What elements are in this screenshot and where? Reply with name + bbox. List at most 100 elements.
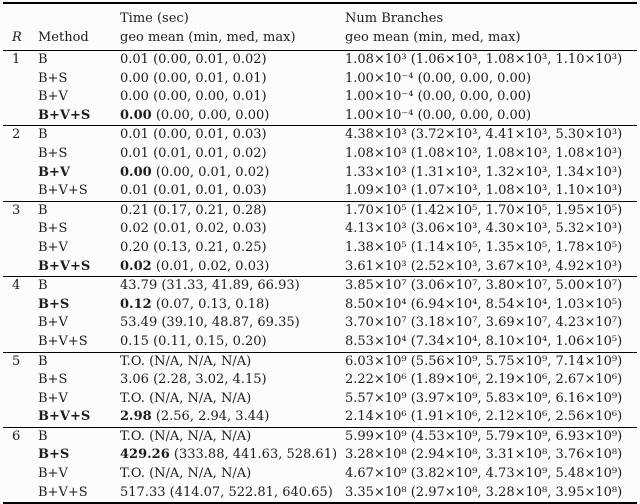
table-row: B+V 0.00 (0.00, 0.01, 0.02) 1.33×10³ (1.… bbox=[3, 164, 637, 183]
branches-min-med-max: (2.52×10³, 3.67×10³, 4.92×10³) bbox=[410, 258, 623, 274]
table-row: B+V+S 0.01 (0.01, 0.01, 0.03) 1.09×10³ (… bbox=[3, 182, 637, 201]
method-label: B bbox=[38, 353, 48, 369]
branches-cell: 4.38×10³ (3.72×10³, 4.41×10³, 5.30×10³) bbox=[345, 126, 637, 145]
branches-min-med-max: (3.72×10³, 4.41×10³, 5.30×10³) bbox=[410, 127, 623, 143]
table-row: B+V T.O. (N/A, N/A, N/A) 5.57×10⁹ (3.97×… bbox=[3, 390, 637, 409]
branches-geo-mean: 3.61×10³ bbox=[345, 258, 407, 274]
time-cell: 2.98 (2.56, 2.94, 3.44) bbox=[120, 408, 345, 427]
method-label: B+S bbox=[38, 145, 68, 161]
branches-min-med-max: (0.00, 0.00, 0.00) bbox=[417, 89, 532, 105]
branches-geo-mean: 6.03×10⁹ bbox=[345, 353, 407, 369]
branches-min-med-max: (3.82×10⁹, 4.73×10⁹, 5.48×10⁹) bbox=[410, 466, 623, 482]
time-min-med-max: (0.01, 0.01, 0.03) bbox=[153, 183, 267, 199]
table-row: 6 B T.O. (N/A, N/A, N/A) 5.99×10⁹ (4.53×… bbox=[3, 427, 637, 446]
branches-min-med-max: (2.94×10⁸, 3.31×10⁸, 3.76×10⁸) bbox=[410, 447, 623, 463]
time-geo-mean: T.O. bbox=[120, 353, 145, 369]
table-header: R Method Time (sec) geo mean (min, med, … bbox=[3, 3, 637, 51]
group-r4: 4 B 43.79 (31.33, 41.89, 66.93) 3.85×10⁷… bbox=[3, 276, 637, 352]
method-label: B+V+S bbox=[38, 333, 88, 349]
table-row: B+V+S 0.15 (0.11, 0.15, 0.20) 8.53×10⁴ (… bbox=[3, 333, 637, 352]
branches-min-med-max: (0.00, 0.00, 0.00) bbox=[417, 70, 532, 86]
branches-cell: 3.35×10⁸ (2.97×10⁸, 3.28×10⁸, 3.95×10⁸) bbox=[345, 484, 637, 504]
branches-min-med-max: (5.56×10⁹, 5.75×10⁹, 7.14×10⁹) bbox=[410, 353, 623, 369]
method-label: B bbox=[38, 428, 48, 444]
branches-geo-mean: 5.99×10⁹ bbox=[345, 428, 407, 444]
method-cell: B+V bbox=[38, 239, 120, 258]
method-cell: B+V+S bbox=[38, 333, 120, 352]
time-cell: 0.01 (0.00, 0.01, 0.02) bbox=[120, 51, 345, 70]
time-cell: 3.06 (2.28, 3.02, 4.15) bbox=[120, 371, 345, 390]
time-geo-mean: 0.01 bbox=[120, 52, 149, 67]
time-cell: 517.33 (414.07, 522.81, 640.65) bbox=[120, 484, 345, 504]
table-row: B+V 0.00 (0.00, 0.00, 0.01) 1.00×10⁻⁴ (0… bbox=[3, 88, 637, 107]
method-label: B+V bbox=[38, 164, 70, 180]
method-cell: B+S bbox=[38, 70, 120, 89]
time-cell: 0.00 (0.00, 0.00, 0.01) bbox=[120, 88, 345, 107]
method-cell: B+V bbox=[38, 465, 120, 484]
branches-min-med-max: (1.08×10³, 1.08×10³, 1.08×10³) bbox=[410, 145, 623, 161]
method-cell: B bbox=[38, 51, 120, 70]
branches-cell: 1.00×10⁻⁴ (0.00, 0.00, 0.00) bbox=[345, 88, 637, 107]
time-geo-mean: 2.98 bbox=[120, 409, 152, 425]
time-min-med-max: (333.88, 441.63, 528.61) bbox=[173, 447, 338, 463]
time-cell: 0.02 (0.01, 0.02, 0.03) bbox=[120, 220, 345, 239]
time-geo-mean: 43.79 bbox=[120, 278, 158, 294]
time-cell: 0.01 (0.00, 0.01, 0.03) bbox=[120, 126, 345, 145]
branches-cell: 1.00×10⁻⁴ (0.00, 0.00, 0.00) bbox=[345, 107, 637, 126]
time-geo-mean: 517.33 bbox=[120, 484, 166, 500]
branches-cell: 2.14×10⁶ (1.91×10⁶, 2.12×10⁶, 2.56×10⁶) bbox=[345, 408, 637, 427]
time-cell: 0.00 (0.00, 0.01, 0.02) bbox=[120, 164, 345, 183]
method-cell: B+V bbox=[38, 390, 120, 409]
branches-geo-mean: 1.70×10⁵ bbox=[345, 202, 407, 218]
table-row: B+S 429.26 (333.88, 441.63, 528.61) 3.28… bbox=[3, 446, 637, 465]
branches-geo-mean: 5.57×10⁹ bbox=[345, 390, 407, 406]
branches-cell: 3.70×10⁷ (3.18×10⁷, 3.69×10⁷, 4.23×10⁷) bbox=[345, 314, 637, 333]
time-min-med-max: (0.07, 0.13, 0.18) bbox=[155, 296, 270, 312]
method-cell: B+V bbox=[38, 88, 120, 107]
time-cell: 0.21 (0.17, 0.21, 0.28) bbox=[120, 201, 345, 220]
group-r6: 6 B T.O. (N/A, N/A, N/A) 5.99×10⁹ (4.53×… bbox=[3, 427, 637, 503]
branches-cell: 1.38×10⁵ (1.14×10⁵, 1.35×10⁵, 1.78×10⁵) bbox=[345, 239, 637, 258]
branches-cell: 3.85×10⁷ (3.06×10⁷, 3.80×10⁷, 5.00×10⁷) bbox=[345, 277, 637, 296]
time-cell: 0.02 (0.01, 0.02, 0.03) bbox=[120, 258, 345, 277]
branches-min-med-max: (1.31×10³, 1.32×10³, 1.34×10³) bbox=[410, 164, 623, 180]
time-geo-mean: 0.12 bbox=[120, 296, 152, 312]
time-cell: 0.12 (0.07, 0.13, 0.18) bbox=[120, 296, 345, 315]
branches-min-med-max: (7.34×10⁴, 8.10×10⁴, 1.06×10⁵) bbox=[410, 333, 623, 349]
method-label: B+V bbox=[38, 315, 68, 331]
branches-geo-mean: 1.00×10⁻⁴ bbox=[345, 70, 414, 86]
table-row: B+V+S 0.00 (0.00, 0.00, 0.00) 1.00×10⁻⁴ … bbox=[3, 107, 637, 126]
time-min-med-max: (N/A, N/A, N/A) bbox=[149, 466, 252, 482]
branches-cell: 4.13×10³ (3.06×10³, 4.30×10³, 5.32×10³) bbox=[345, 220, 637, 239]
time-geo-mean: 0.02 bbox=[120, 221, 149, 237]
method-label: B+S bbox=[38, 221, 68, 237]
method-label: B bbox=[38, 127, 48, 143]
table-row: B+V T.O. (N/A, N/A, N/A) 4.67×10⁹ (3.82×… bbox=[3, 465, 637, 484]
time-geo-mean: 0.01 bbox=[120, 145, 149, 161]
branches-geo-mean: 4.13×10³ bbox=[345, 221, 407, 237]
time-cell: 0.01 (0.01, 0.01, 0.02) bbox=[120, 145, 345, 164]
branches-min-med-max: (0.00, 0.00, 0.00) bbox=[417, 107, 532, 123]
branches-geo-mean: 1.38×10⁵ bbox=[345, 239, 407, 255]
header-branches: Num Branches geo mean (min, med, max) bbox=[345, 3, 637, 51]
header-time-title: Time (sec) bbox=[120, 11, 189, 26]
time-cell: 43.79 (31.33, 41.89, 66.93) bbox=[120, 277, 345, 296]
branches-geo-mean: 1.00×10⁻⁴ bbox=[345, 107, 414, 123]
method-label: B+V+S bbox=[38, 258, 91, 274]
table-row: B+V+S 517.33 (414.07, 522.81, 640.65) 3.… bbox=[3, 484, 637, 504]
header-branches-title: Num Branches bbox=[345, 11, 444, 26]
branches-cell: 1.09×10³ (1.07×10³, 1.08×10³, 1.10×10³) bbox=[345, 182, 637, 201]
branches-min-med-max: (6.94×10⁴, 8.54×10⁴, 1.03×10⁵) bbox=[410, 296, 623, 312]
branches-cell: 1.08×10³ (1.06×10³, 1.08×10³, 1.10×10³) bbox=[345, 51, 637, 70]
time-cell: 0.01 (0.01, 0.01, 0.03) bbox=[120, 182, 345, 201]
branches-min-med-max: (3.18×10⁷, 3.69×10⁷, 4.23×10⁷) bbox=[410, 315, 623, 331]
method-label: B bbox=[38, 278, 48, 294]
table-row: 4 B 43.79 (31.33, 41.89, 66.93) 3.85×10⁷… bbox=[3, 277, 637, 296]
branches-cell: 5.57×10⁹ (3.97×10⁹, 5.83×10⁹, 6.16×10⁹) bbox=[345, 390, 637, 409]
time-cell: 429.26 (333.88, 441.63, 528.61) bbox=[120, 446, 345, 465]
time-geo-mean: 0.01 bbox=[120, 127, 149, 143]
time-cell: 0.00 (0.00, 0.01, 0.01) bbox=[120, 70, 345, 89]
branches-geo-mean: 1.08×10³ bbox=[345, 145, 407, 161]
time-min-med-max: (0.01, 0.02, 0.03) bbox=[153, 221, 267, 237]
table-row: B+V+S 2.98 (2.56, 2.94, 3.44) 2.14×10⁶ (… bbox=[3, 408, 637, 427]
